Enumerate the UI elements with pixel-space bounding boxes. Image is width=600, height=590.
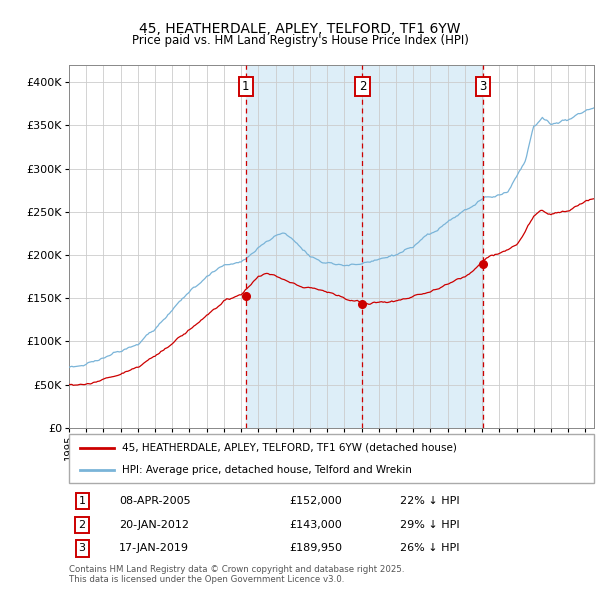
- Text: 22% ↓ HPI: 22% ↓ HPI: [400, 496, 460, 506]
- Text: £143,000: £143,000: [290, 520, 342, 530]
- Text: HPI: Average price, detached house, Telford and Wrekin: HPI: Average price, detached house, Telf…: [121, 465, 412, 475]
- Text: 29% ↓ HPI: 29% ↓ HPI: [400, 520, 460, 530]
- Text: 17-JAN-2019: 17-JAN-2019: [119, 543, 189, 553]
- Text: 20-JAN-2012: 20-JAN-2012: [119, 520, 189, 530]
- Text: 2: 2: [79, 520, 86, 530]
- Text: 3: 3: [79, 543, 86, 553]
- Text: 45, HEATHERDALE, APLEY, TELFORD, TF1 6YW (detached house): 45, HEATHERDALE, APLEY, TELFORD, TF1 6YW…: [121, 442, 457, 453]
- Text: This data is licensed under the Open Government Licence v3.0.: This data is licensed under the Open Gov…: [69, 575, 344, 584]
- Bar: [246, 65, 483, 428]
- Text: £152,000: £152,000: [290, 496, 342, 506]
- Text: 26% ↓ HPI: 26% ↓ HPI: [400, 543, 459, 553]
- Text: £189,950: £189,950: [290, 543, 343, 553]
- Text: 2: 2: [359, 80, 366, 93]
- FancyBboxPatch shape: [69, 434, 594, 483]
- Text: Price paid vs. HM Land Registry's House Price Index (HPI): Price paid vs. HM Land Registry's House …: [131, 34, 469, 47]
- Text: 3: 3: [479, 80, 487, 93]
- Text: 45, HEATHERDALE, APLEY, TELFORD, TF1 6YW: 45, HEATHERDALE, APLEY, TELFORD, TF1 6YW: [139, 22, 461, 36]
- Text: 1: 1: [242, 80, 250, 93]
- Text: 1: 1: [79, 496, 86, 506]
- Text: Contains HM Land Registry data © Crown copyright and database right 2025.: Contains HM Land Registry data © Crown c…: [69, 565, 404, 574]
- Text: 08-APR-2005: 08-APR-2005: [119, 496, 191, 506]
